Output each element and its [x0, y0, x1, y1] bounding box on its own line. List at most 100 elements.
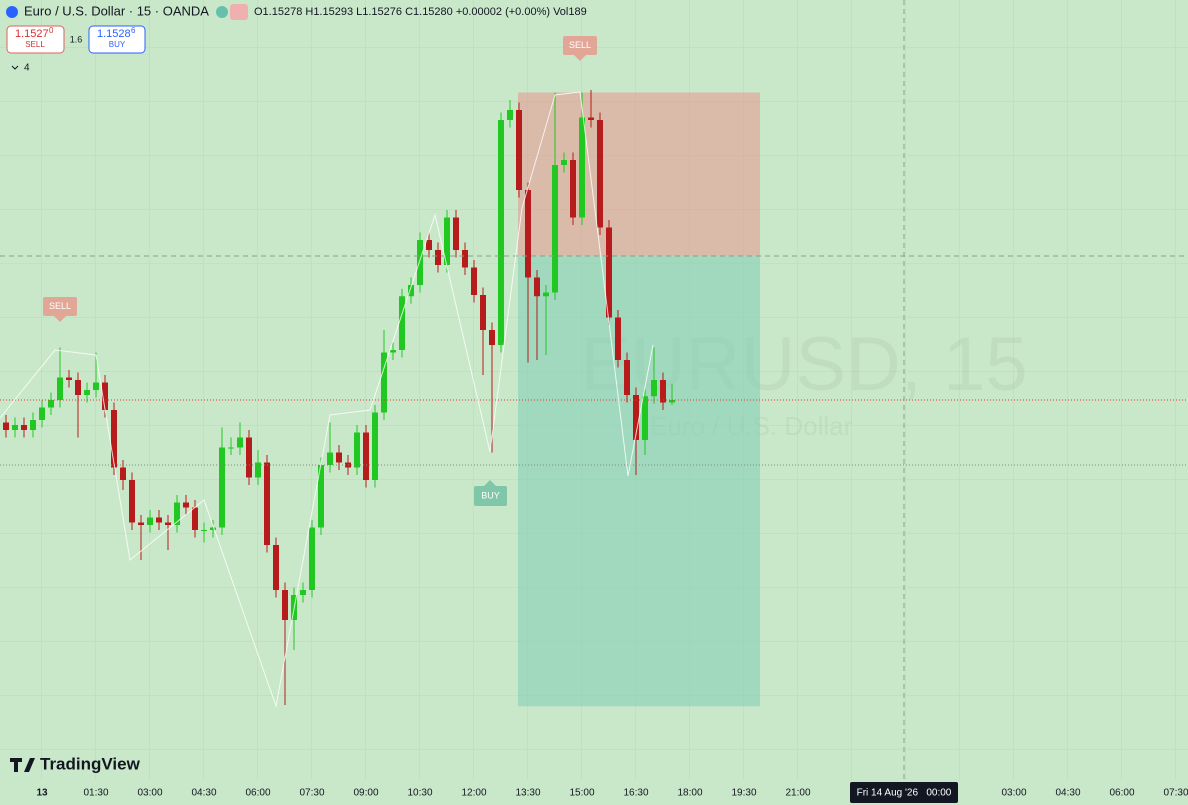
candle-body [174, 502, 180, 525]
x-tick-label: 03:00 [137, 788, 162, 799]
buy-button[interactable]: 1.1528 6 BUY [88, 25, 146, 54]
status-dot [216, 6, 228, 18]
candle-body [300, 590, 306, 595]
x-tick-label: 13:30 [515, 788, 540, 799]
candle-body [669, 400, 675, 403]
spread: 1.6 [70, 34, 83, 44]
sell-price-sup: 0 [49, 26, 54, 35]
candle-body [435, 250, 441, 265]
x-tick-label: 07:30 [299, 788, 324, 799]
x-tick-label: 21:00 [785, 788, 810, 799]
crosshair-time-box [850, 782, 958, 803]
x-tick-label: 09:00 [353, 788, 378, 799]
candle-body [516, 110, 522, 190]
candle-body [489, 330, 495, 345]
candle-body [498, 120, 504, 345]
x-tick-label: 04:30 [1055, 788, 1080, 799]
candle-body [21, 425, 27, 430]
indicators-count: 4 [24, 63, 30, 74]
signal-buy: BUY [474, 480, 507, 506]
candle-body [336, 452, 342, 463]
stop-zone [518, 92, 760, 257]
candle-body [660, 380, 666, 403]
candle-body [210, 527, 216, 530]
buy-price: 1.1528 [97, 28, 131, 40]
candle-body [579, 117, 585, 218]
symbol-title[interactable]: Euro / U.S. Dollar · 15 · OANDA [24, 3, 209, 18]
signal-label: BUY [481, 490, 500, 500]
sell-price: 1.1527 [15, 28, 49, 40]
candle-body [354, 432, 360, 468]
candle-body [111, 410, 117, 468]
candle-body [255, 462, 261, 478]
candle-body [561, 160, 567, 165]
candle-body [318, 465, 324, 528]
candle-body [120, 467, 126, 480]
candle-body [93, 382, 99, 390]
candle-body [390, 350, 396, 353]
signal-sell: SELL [563, 36, 597, 61]
candle-body [66, 377, 72, 380]
candle-body [507, 110, 513, 120]
signal-sell: SELL [43, 297, 77, 322]
candle-body [201, 530, 207, 531]
candle-body [30, 420, 36, 430]
sell-button[interactable]: 1.1527 0 SELL [6, 25, 65, 54]
candle-body [417, 240, 423, 285]
sell-label: SELL [25, 40, 45, 49]
x-tick-label: 10:30 [407, 788, 432, 799]
signal-label: SELL [49, 301, 71, 311]
candle-body [282, 590, 288, 620]
collapse-icon[interactable] [11, 65, 19, 70]
candle-body [156, 517, 162, 523]
signal-label: SELL [569, 40, 591, 50]
candle-body [399, 296, 405, 350]
x-tick-label: 16:30 [623, 788, 648, 799]
symbol-logo [6, 6, 18, 18]
candle-body [462, 250, 468, 268]
candle-body [228, 447, 234, 449]
crosshair-time: Fri 14 Aug '26 00:00 [857, 788, 952, 799]
candle-body [651, 380, 657, 397]
candle-body [12, 425, 18, 430]
candle-body [606, 227, 612, 318]
candle-body [327, 452, 333, 465]
candle-body [165, 522, 171, 525]
x-tick-label: 15:00 [569, 788, 594, 799]
candle-body [525, 190, 531, 278]
candle-body [426, 240, 432, 250]
status-badge [230, 4, 248, 20]
candle-body [543, 292, 549, 297]
ohlc-legend: O1.15278 H1.15293 L1.15276 C1.15280 +0.0… [254, 6, 587, 18]
candle-body [633, 395, 639, 440]
candle-body [264, 462, 270, 545]
tv-logo: TradingView [40, 754, 141, 773]
candle-body [183, 502, 189, 508]
candle-body [534, 277, 540, 297]
x-tick-label: 13 [36, 788, 48, 799]
position-tool[interactable] [518, 92, 760, 707]
candle-body [48, 400, 54, 408]
x-tick-label: 12:00 [461, 788, 486, 799]
candle-body [102, 382, 108, 410]
candle-body [552, 165, 558, 293]
candle-body [444, 217, 450, 265]
target-zone [518, 256, 760, 707]
x-tick-label: 06:00 [1109, 788, 1134, 799]
candle-body [237, 437, 243, 448]
candle-body [480, 295, 486, 330]
x-tick-label: 06:00 [245, 788, 270, 799]
candle-body [246, 437, 252, 478]
candle-body [642, 396, 648, 440]
candle-body [408, 285, 414, 297]
candle-body [624, 360, 630, 395]
candle-body [309, 527, 315, 590]
candle-body [273, 545, 279, 590]
candle-body [39, 407, 45, 420]
tv-logo-icon [10, 758, 35, 772]
x-tick-label: 04:30 [191, 788, 216, 799]
candle-body [138, 522, 144, 525]
x-tick-label: 03:00 [1001, 788, 1026, 799]
buy-label: BUY [109, 40, 126, 49]
